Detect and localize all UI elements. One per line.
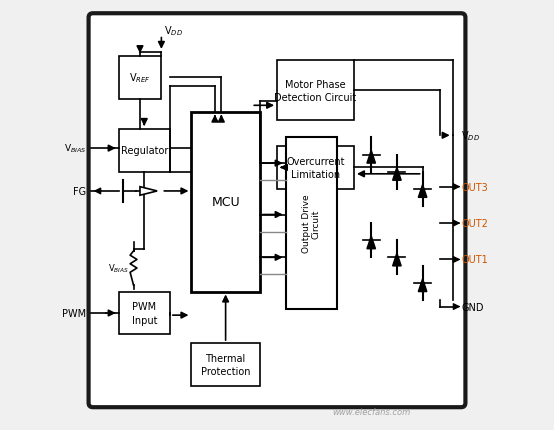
Text: V$_{REF}$: V$_{REF}$ bbox=[129, 71, 151, 85]
Text: Overcurrent
Limitation: Overcurrent Limitation bbox=[286, 157, 345, 180]
Text: Thermal
Protection: Thermal Protection bbox=[201, 353, 250, 376]
FancyBboxPatch shape bbox=[119, 57, 161, 100]
Text: V$_{DD}$: V$_{DD}$ bbox=[461, 129, 480, 143]
Text: Motor Phase
Detection Circuit: Motor Phase Detection Circuit bbox=[274, 80, 357, 103]
Text: MCU: MCU bbox=[211, 196, 240, 209]
FancyBboxPatch shape bbox=[285, 138, 337, 309]
Text: OUT2: OUT2 bbox=[461, 218, 488, 228]
FancyBboxPatch shape bbox=[119, 292, 170, 335]
Text: V$_{BIAS}$: V$_{BIAS}$ bbox=[64, 142, 86, 155]
Text: V$_{DD}$: V$_{DD}$ bbox=[163, 25, 182, 38]
FancyBboxPatch shape bbox=[89, 14, 465, 407]
FancyBboxPatch shape bbox=[277, 147, 354, 189]
Polygon shape bbox=[393, 168, 401, 181]
Text: OUT3: OUT3 bbox=[461, 182, 488, 192]
Text: PWM
Input: PWM Input bbox=[131, 302, 157, 325]
Polygon shape bbox=[418, 279, 427, 292]
Text: V$_{BIAS}$: V$_{BIAS}$ bbox=[108, 262, 129, 275]
Text: www.elecfans.com: www.elecfans.com bbox=[332, 407, 411, 416]
Text: FG: FG bbox=[73, 187, 86, 197]
Text: PWM: PWM bbox=[62, 308, 86, 318]
Text: GND: GND bbox=[461, 302, 484, 312]
Polygon shape bbox=[140, 187, 157, 196]
Polygon shape bbox=[367, 151, 376, 164]
Polygon shape bbox=[418, 185, 427, 198]
Text: Output Drive
Circuit: Output Drive Circuit bbox=[301, 194, 321, 253]
Polygon shape bbox=[367, 237, 376, 249]
Text: Regulator: Regulator bbox=[121, 146, 168, 156]
FancyBboxPatch shape bbox=[191, 113, 260, 292]
FancyBboxPatch shape bbox=[191, 343, 260, 386]
FancyBboxPatch shape bbox=[277, 61, 354, 121]
Polygon shape bbox=[393, 253, 401, 266]
Text: OUT1: OUT1 bbox=[461, 255, 488, 265]
FancyBboxPatch shape bbox=[119, 129, 170, 172]
